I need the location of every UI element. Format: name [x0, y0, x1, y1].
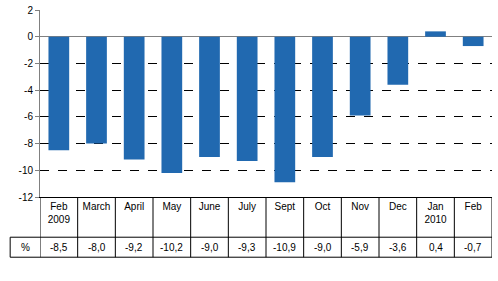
svg-text:-12: -12 — [19, 192, 34, 203]
svg-text:Nov: Nov — [351, 201, 369, 212]
svg-text:March: March — [83, 201, 111, 212]
svg-text:-10: -10 — [19, 165, 34, 176]
svg-text:0,4: 0,4 — [429, 242, 443, 253]
svg-text:July: July — [238, 201, 256, 212]
svg-text:Oct: Oct — [315, 201, 331, 212]
svg-text:-3,6: -3,6 — [389, 242, 407, 253]
svg-text:June: June — [199, 201, 221, 212]
svg-text:-10,9: -10,9 — [273, 242, 296, 253]
svg-text:-9,0: -9,0 — [201, 242, 219, 253]
svg-text:Dec: Dec — [389, 201, 407, 212]
svg-text:-0,7: -0,7 — [464, 242, 482, 253]
svg-text:-10,2: -10,2 — [160, 242, 183, 253]
svg-text:0: 0 — [27, 31, 33, 42]
svg-text:-6: -6 — [24, 111, 33, 122]
svg-text:-8: -8 — [24, 138, 33, 149]
svg-text:-8,5: -8,5 — [50, 242, 68, 253]
svg-text:%: % — [21, 242, 30, 253]
svg-text:Feb2009: Feb2009 — [48, 201, 71, 225]
svg-text:-2: -2 — [24, 58, 33, 69]
svg-text:Sept: Sept — [275, 201, 296, 212]
svg-text:-5,9: -5,9 — [351, 242, 369, 253]
svg-text:-9,3: -9,3 — [238, 242, 256, 253]
svg-text:April: April — [124, 201, 144, 212]
svg-text:Jan2010: Jan2010 — [424, 201, 447, 225]
svg-text:May: May — [162, 201, 181, 212]
svg-text:-9,0: -9,0 — [314, 242, 332, 253]
svg-text:-4: -4 — [24, 85, 33, 96]
svg-text:Feb: Feb — [465, 201, 483, 212]
svg-text:2: 2 — [27, 5, 33, 16]
svg-text:-8,0: -8,0 — [88, 242, 106, 253]
svg-text:-9,2: -9,2 — [125, 242, 143, 253]
